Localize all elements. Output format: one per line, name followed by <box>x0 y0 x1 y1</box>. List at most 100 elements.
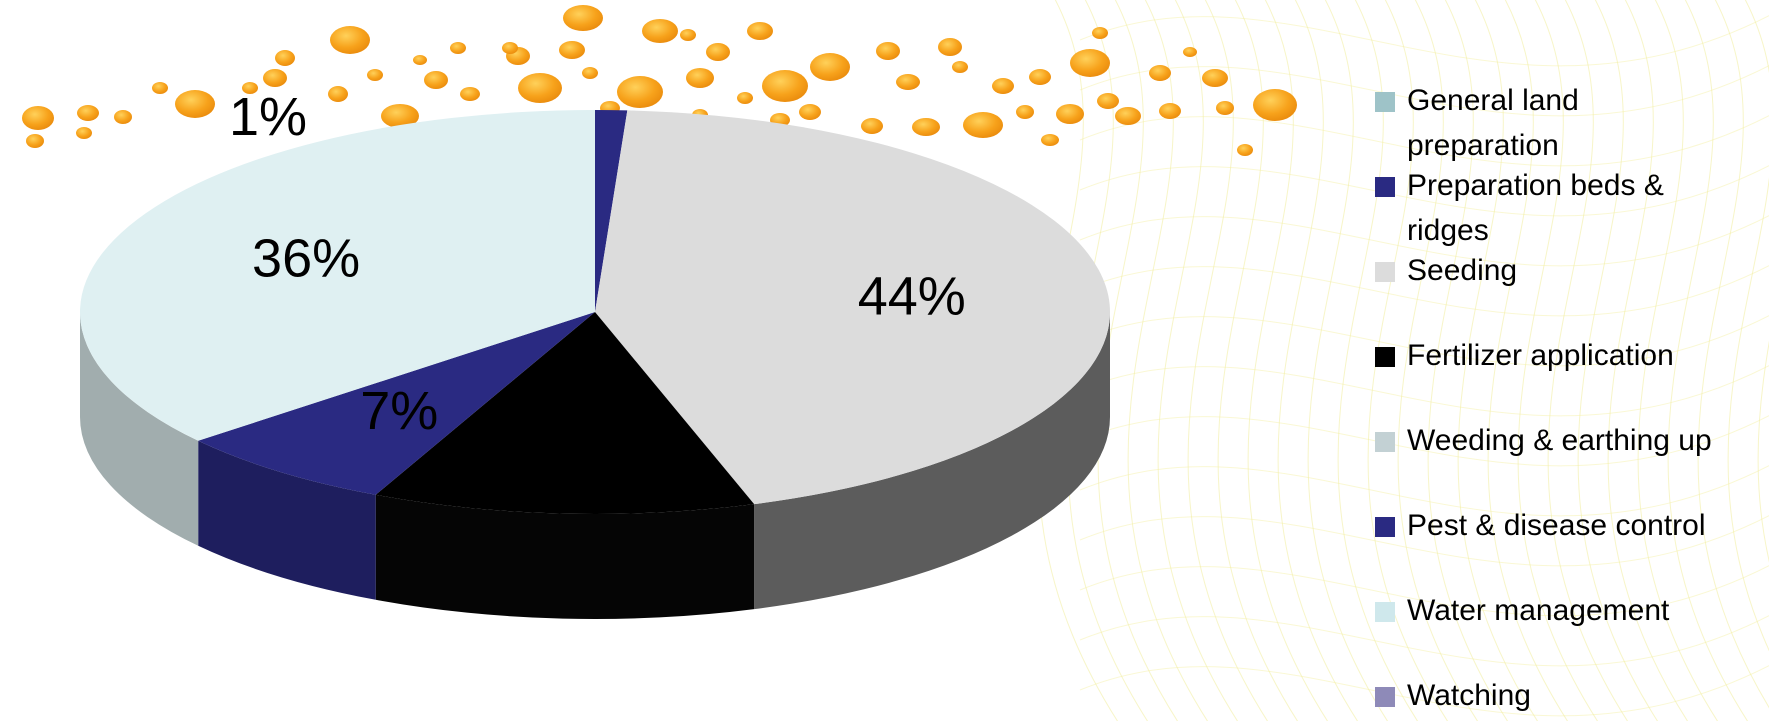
decor-dot <box>328 86 348 102</box>
decor-dot <box>275 50 295 66</box>
decor-dot <box>1183 47 1197 57</box>
background-mesh-line <box>1457 0 1539 721</box>
decor-dot <box>1029 69 1051 85</box>
background-mesh-line <box>1577 0 1659 721</box>
legend-swatch <box>1375 262 1395 282</box>
decor-dot <box>1041 134 1059 146</box>
decor-dot <box>413 55 427 65</box>
decor-dot <box>424 71 448 89</box>
decor-dot <box>896 74 920 90</box>
background-mesh-line <box>1487 0 1569 721</box>
decor-dot <box>1115 107 1141 125</box>
decor-dot <box>1237 144 1253 156</box>
decor-dot <box>367 69 383 81</box>
decor-dot <box>77 105 99 121</box>
legend-swatch <box>1375 687 1395 707</box>
decor-dot <box>762 70 808 102</box>
background-mesh-line <box>1697 0 1769 709</box>
background-mesh-line <box>1517 0 1599 721</box>
background-mesh-line <box>1079 264 1769 317</box>
pie-slice <box>198 312 596 495</box>
decor-dot <box>876 42 900 60</box>
legend-label: Fertilizer application <box>1407 339 1674 372</box>
decor-dot <box>963 112 1003 138</box>
pie-plot <box>80 110 1111 619</box>
background-mesh-line <box>1247 0 1329 721</box>
decor-dot <box>582 67 598 79</box>
legend: General land preparation Preparation beds … <box>1375 84 1712 712</box>
decor-dot <box>706 43 730 61</box>
background-mesh-line <box>1079 414 1769 467</box>
pie-side-wall <box>375 494 755 619</box>
background-mesh-line <box>1079 64 1769 117</box>
decor-dot <box>680 29 696 41</box>
decor-dot <box>263 69 287 87</box>
decor-dot <box>861 118 883 134</box>
decor-dot <box>152 82 168 94</box>
background-mesh-line <box>1079 464 1769 517</box>
slice-data-label: 36% <box>252 229 360 289</box>
legend-swatch <box>1375 602 1395 622</box>
decor-dot <box>737 92 753 104</box>
legend-label: Seeding <box>1407 254 1517 287</box>
decor-dot <box>810 53 850 81</box>
background-mesh-line <box>1079 364 1769 417</box>
decor-dot <box>450 42 466 54</box>
decor-dot <box>460 87 480 101</box>
legend-label: ridges <box>1407 214 1489 247</box>
background-mesh-line <box>1607 0 1689 721</box>
slice-data-label: 7% <box>360 381 438 441</box>
decor-dot <box>938 38 962 56</box>
decor-dot <box>502 42 518 54</box>
decor-dot <box>26 134 44 148</box>
background-mesh-line <box>1217 0 1299 721</box>
decor-dot <box>1202 69 1228 87</box>
background-pattern <box>1037 0 1769 721</box>
legend-label: preparation <box>1407 129 1559 162</box>
slice-data-label: 1% <box>229 87 307 147</box>
background-mesh-line <box>1427 0 1509 721</box>
decor-dot <box>22 106 54 130</box>
decor-dot <box>952 61 968 73</box>
decor-dot <box>1216 101 1234 115</box>
background-mesh-line <box>1547 0 1629 721</box>
legend-label: Preparation beds & <box>1407 169 1664 202</box>
decor-dot <box>642 19 678 43</box>
decor-dot <box>559 41 585 59</box>
background-mesh-line <box>1079 514 1769 567</box>
decor-dot <box>175 90 215 118</box>
pie-slice <box>80 110 596 441</box>
pie-side-wall <box>754 312 1110 610</box>
legend-label: General land <box>1407 84 1579 117</box>
decor-dot <box>242 82 258 94</box>
background-mesh-line <box>1397 0 1479 721</box>
background-mesh-line <box>1187 0 1269 721</box>
legend-swatch <box>1375 177 1395 197</box>
background-mesh-line <box>1277 0 1359 721</box>
background-mesh-line <box>1079 614 1769 667</box>
legend-swatch <box>1375 432 1395 452</box>
decor-dot <box>686 68 714 88</box>
legend-label: Weeding & earthing up <box>1407 424 1712 457</box>
background-mesh-line <box>1667 0 1749 721</box>
decor-dot <box>1016 105 1034 119</box>
background-mesh-line <box>1097 0 1179 721</box>
background-mesh-line <box>1727 0 1769 652</box>
legend-swatch <box>1375 92 1395 112</box>
background-mesh-line <box>1079 214 1769 267</box>
decor-dot <box>1056 104 1084 124</box>
pie-slice <box>595 110 1111 505</box>
background-mesh-line <box>1637 0 1719 721</box>
background-mesh-line <box>1337 0 1419 721</box>
decor-dot <box>1070 49 1110 77</box>
decor-dot <box>114 110 132 124</box>
decor-dot <box>563 5 603 31</box>
decor-dot <box>992 78 1014 94</box>
legend-label: Pest & disease control <box>1407 509 1706 542</box>
decor-dot <box>1092 27 1108 39</box>
background-mesh-line <box>1079 564 1769 617</box>
decor-dot <box>747 22 773 40</box>
decor-dot <box>799 104 821 120</box>
background-mesh-line <box>1127 0 1209 721</box>
decor-dot <box>1149 65 1171 81</box>
